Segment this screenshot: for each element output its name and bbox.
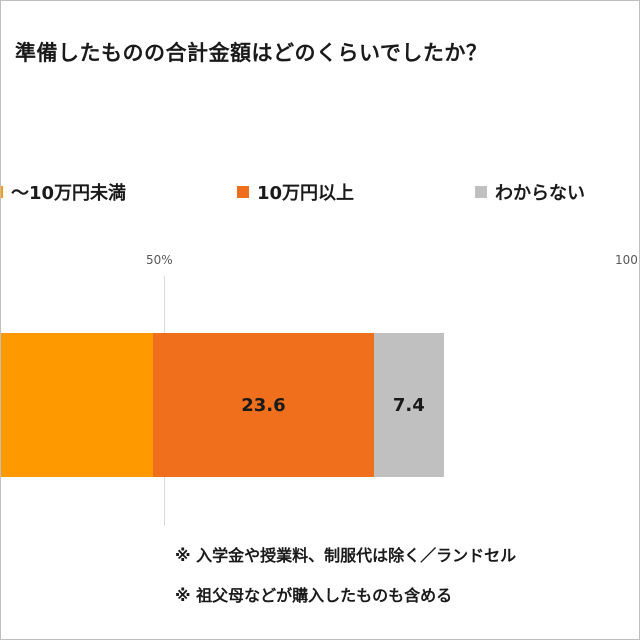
legend-label-over-100k: 10万円以上 — [257, 183, 355, 204]
bar-segment-over-100k: 23.6 — [152, 333, 375, 477]
legend-swatch-unknown — [475, 186, 487, 198]
legend-item-over-100k: 10万円以上 — [237, 179, 354, 205]
stacked-bar: 48.8 23.6 7.4 — [1, 333, 639, 477]
legend-swatch-under-100k — [1, 186, 3, 198]
bar-segment-under-100k: 48.8 — [1, 333, 153, 477]
legend-item-under-100k: 〜10万円未満 — [1, 179, 127, 205]
footnote-1: ※ 入学金や授業料、制服代は除く／ランドセル — [175, 546, 517, 565]
legend-item-unknown: わからない — [475, 179, 585, 205]
bar-segment-unknown: 7.4 — [374, 333, 444, 477]
data-label-unknown: 7.4 — [392, 394, 425, 416]
legend-label-under-100k: 〜10万円未満 — [11, 183, 127, 204]
chart-title: 準備したものの合計金額はどのくらいでしたか？ — [15, 41, 488, 65]
axis-tick-100: 100 — [615, 253, 638, 267]
axis-tick-50: 50% — [146, 253, 173, 267]
data-label-over-100k: 23.6 — [241, 394, 286, 416]
legend-label-unknown: わからない — [495, 183, 585, 204]
footnote-2: ※ 祖父母などが購入したものも含める — [175, 586, 453, 605]
legend-swatch-over-100k — [237, 186, 249, 198]
